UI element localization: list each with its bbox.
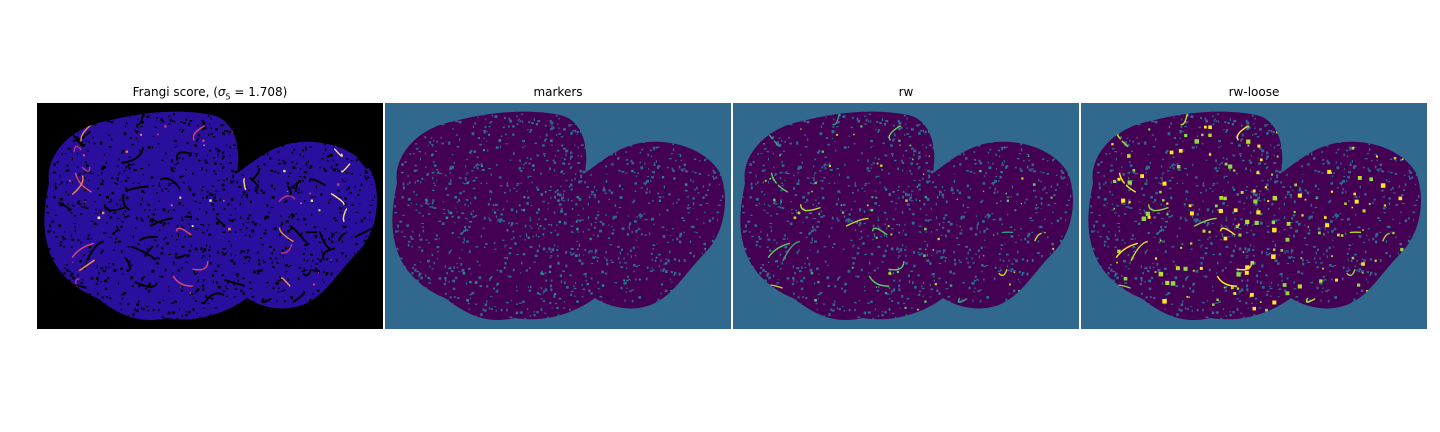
tissue-blob [392, 111, 725, 321]
blob-render [385, 103, 731, 329]
panel-title-markers: markers [533, 85, 583, 99]
frangi-score-image [37, 103, 383, 329]
panel-title-rw: rw [898, 85, 914, 99]
markers-image [385, 103, 731, 329]
tissue-blob [740, 111, 1073, 321]
panel-frangi: Frangi score, (σ5 = 1.708) [37, 0, 383, 432]
panel-rw-loose: rw-loose [1081, 0, 1427, 432]
blob-render [733, 103, 1079, 329]
panel-rw: rw [733, 0, 1079, 432]
blob-render [37, 103, 383, 329]
tissue-blob [44, 111, 377, 321]
tissue-blob [1088, 111, 1421, 321]
blob-render [1081, 103, 1427, 329]
rw-image [733, 103, 1079, 329]
panel-markers: markers [385, 0, 731, 432]
texture-layer [1088, 111, 1421, 321]
panel-title-rw-loose: rw-loose [1228, 85, 1280, 99]
panel-title-frangi: Frangi score, (σ5 = 1.708) [132, 85, 288, 102]
rw-loose-image [1081, 103, 1427, 329]
